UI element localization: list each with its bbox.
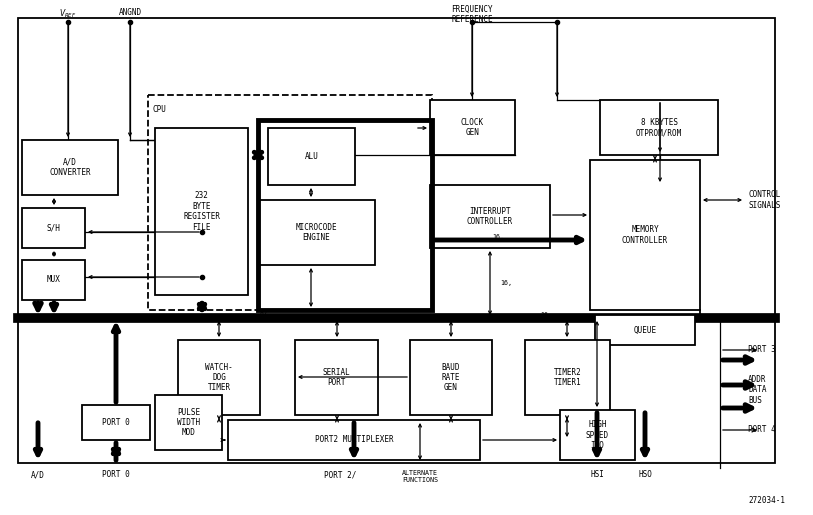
Bar — [22, 140, 118, 195]
Text: 16,: 16, — [492, 234, 504, 240]
Text: PORT2 MULTIPLEXER: PORT2 MULTIPLEXER — [315, 436, 393, 444]
Text: QUEUE: QUEUE — [633, 325, 657, 335]
Text: INTERRUPT
CONTROLLER: INTERRUPT CONTROLLER — [467, 207, 513, 226]
Text: PORT 0: PORT 0 — [102, 418, 130, 427]
Text: HSI: HSI — [590, 470, 604, 479]
Bar — [410, 340, 492, 415]
Bar — [155, 128, 248, 295]
Text: WATCH-
DOG
TIMER: WATCH- DOG TIMER — [205, 363, 233, 392]
Text: HIGH
SPEED
I/O: HIGH SPEED I/O — [586, 420, 609, 450]
Bar — [595, 315, 695, 345]
Text: 16,: 16, — [540, 312, 552, 318]
Bar — [560, 410, 635, 460]
Text: A/D: A/D — [31, 470, 45, 479]
Text: MICROCODE
ENGINE: MICROCODE ENGINE — [296, 223, 337, 242]
Bar — [258, 200, 375, 265]
Text: $V_{REF}$: $V_{REF}$ — [59, 8, 76, 21]
Text: A/D
CONVERTER: A/D CONVERTER — [50, 158, 91, 177]
Text: 8 KBYTES
OTPROM/ROM: 8 KBYTES OTPROM/ROM — [636, 118, 682, 137]
Bar — [18, 18, 775, 463]
Bar — [430, 100, 515, 155]
Bar — [268, 128, 355, 185]
Bar — [430, 185, 550, 248]
Bar — [178, 340, 260, 415]
Text: 232
BYTE
REGISTER
FILE: 232 BYTE REGISTER FILE — [183, 192, 220, 232]
Text: MEMORY
CONTROLLER: MEMORY CONTROLLER — [622, 225, 668, 245]
Bar — [155, 395, 222, 450]
Text: TIMER2
TIMER1: TIMER2 TIMER1 — [554, 368, 581, 387]
Text: ADDR
DATA
BUS: ADDR DATA BUS — [748, 375, 767, 405]
Text: CPU: CPU — [152, 105, 166, 114]
Text: S/H: S/H — [46, 224, 60, 232]
Text: PORT 3: PORT 3 — [748, 346, 776, 354]
Text: MUX: MUX — [46, 276, 60, 284]
Text: FREQUENCY
REFERENCE: FREQUENCY REFERENCE — [451, 5, 493, 24]
Text: 8/: 8/ — [260, 312, 268, 318]
Text: SERIAL
PORT: SERIAL PORT — [323, 368, 350, 387]
Bar — [22, 208, 85, 248]
Text: ALU: ALU — [305, 152, 319, 161]
Text: PORT 4: PORT 4 — [748, 425, 776, 435]
Bar — [295, 340, 378, 415]
Bar — [590, 160, 700, 310]
Bar — [82, 405, 150, 440]
Text: 272034-1: 272034-1 — [748, 496, 785, 505]
Bar — [600, 100, 718, 155]
Text: 16,: 16, — [500, 280, 512, 286]
Text: ANGND: ANGND — [119, 8, 141, 17]
Bar — [22, 260, 85, 300]
Bar — [228, 420, 480, 460]
Bar — [148, 95, 432, 310]
Text: PORT 0: PORT 0 — [102, 470, 130, 479]
Bar — [258, 120, 432, 310]
Text: CLOCK
GEN: CLOCK GEN — [461, 118, 484, 137]
Text: PORT 2/: PORT 2/ — [324, 470, 356, 479]
Text: CONTROL
SIGNALS: CONTROL SIGNALS — [748, 191, 780, 210]
Text: BAUD
RATE
GEN: BAUD RATE GEN — [441, 363, 460, 392]
Text: HSO: HSO — [638, 470, 652, 479]
Bar — [525, 340, 610, 415]
Text: ALTERNATE
FUNCTIONS: ALTERNATE FUNCTIONS — [402, 470, 438, 483]
Text: PULSE
WIDTH
MOD: PULSE WIDTH MOD — [177, 407, 200, 437]
